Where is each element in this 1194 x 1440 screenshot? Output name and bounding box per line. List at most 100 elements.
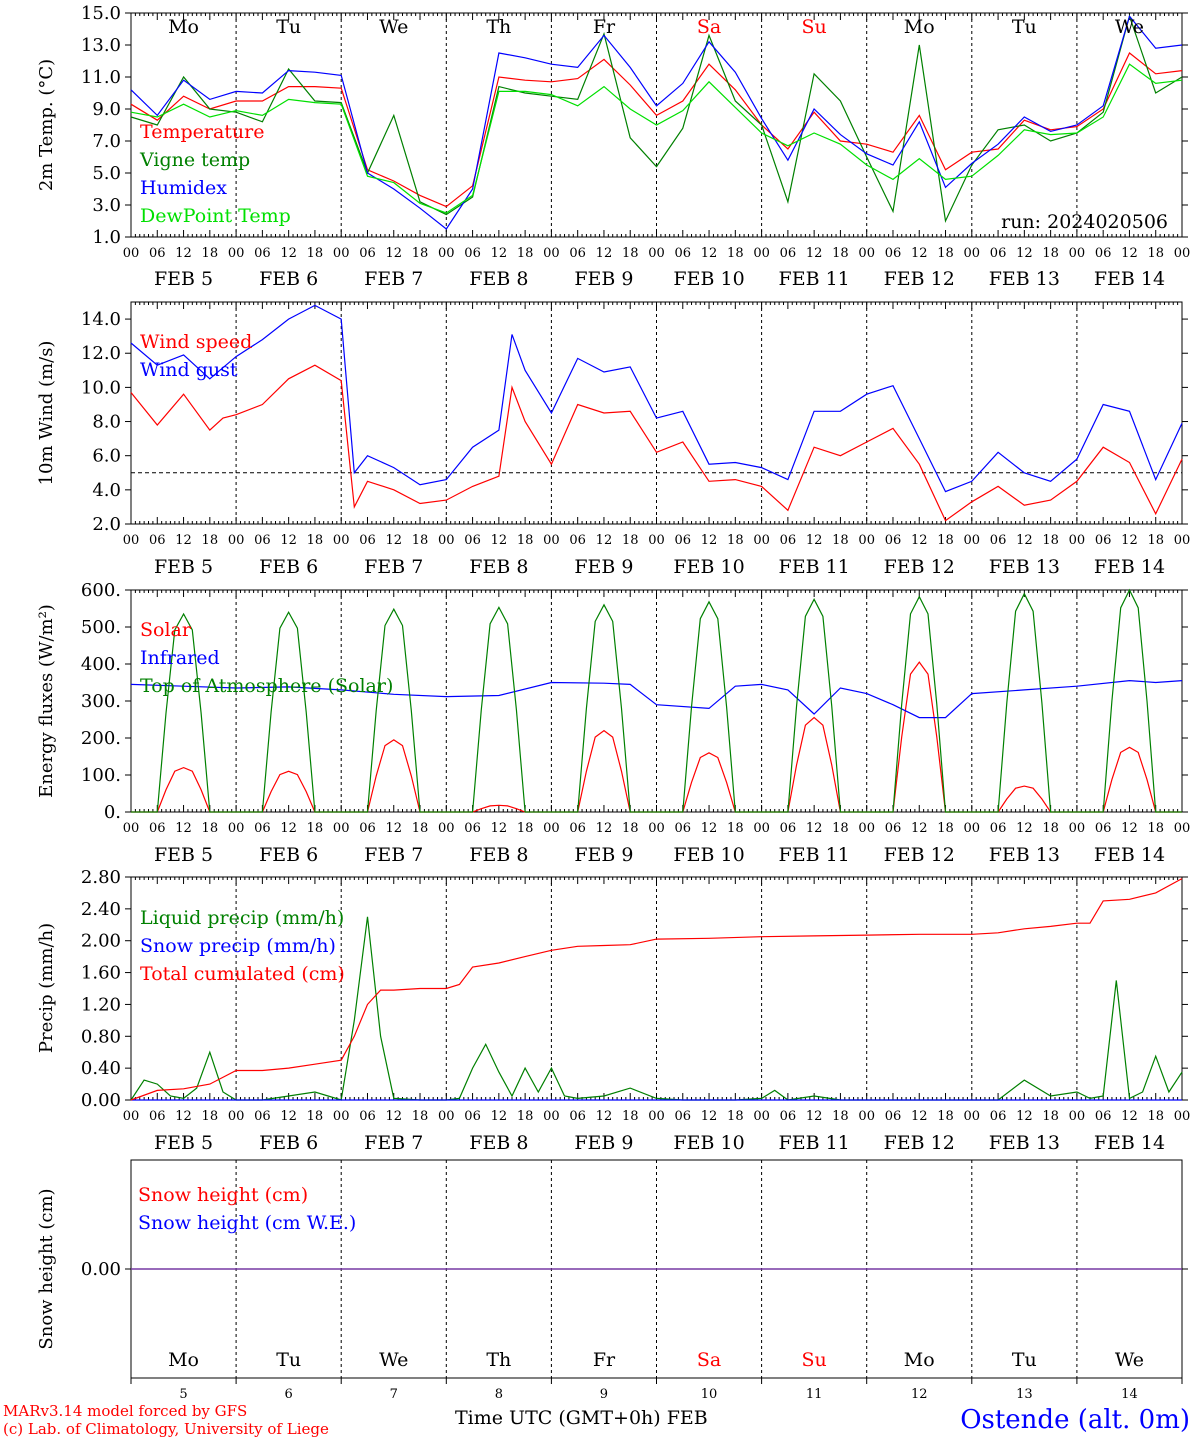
- hour-label: 12: [1016, 533, 1033, 548]
- hour-label: 00: [228, 533, 245, 548]
- hour-label: 00: [964, 1109, 981, 1124]
- date-label: FEB 5: [154, 1132, 213, 1154]
- y-tick-label: 14.0: [81, 309, 121, 330]
- weekday-label: Sa: [697, 1349, 721, 1371]
- hour-label: 18: [727, 246, 744, 261]
- hour-label: 00: [1174, 1109, 1191, 1124]
- weekday-label: Tu: [1012, 16, 1037, 38]
- hour-label: 18: [517, 1109, 534, 1124]
- hour-label: 12: [175, 821, 192, 836]
- panel-energy: 0. 100. 200. 300. 400. 500. 600. Energy fluxes …: [36, 580, 1190, 866]
- legend-entry: Humidex: [140, 177, 227, 199]
- y-tick-label: 300.: [81, 691, 121, 712]
- hour-label: 18: [202, 821, 219, 836]
- hour-label: 06: [1095, 246, 1112, 261]
- hour-label: 12: [596, 533, 613, 548]
- hour-label: 12: [175, 533, 192, 548]
- hour-label: 12: [701, 821, 718, 836]
- legend-entry: Infrared: [140, 647, 220, 669]
- hour-label: 00: [543, 1109, 560, 1124]
- hour-label: 12: [806, 246, 823, 261]
- hour-label: 00: [648, 1109, 665, 1124]
- hour-label: 00: [438, 533, 455, 548]
- date-label: FEB 7: [364, 844, 423, 866]
- hour-label: 12: [1121, 1109, 1138, 1124]
- date-label: FEB 14: [1094, 844, 1165, 866]
- hour-label: 00: [123, 246, 140, 261]
- hour-label: 12: [280, 246, 297, 261]
- hour-label: 12: [701, 533, 718, 548]
- hour-label: 12: [911, 246, 928, 261]
- series-line-dewpoint-temp: [130, 63, 1183, 214]
- hour-label: 00: [228, 1109, 245, 1124]
- y-tick-label: 7.0: [92, 131, 121, 152]
- hour-label: 00: [964, 821, 981, 836]
- y-tick-label: 0.: [104, 802, 121, 823]
- day-number-label: 11: [806, 1387, 823, 1402]
- hour-label: 12: [385, 533, 402, 548]
- hour-label: 06: [254, 821, 271, 836]
- hour-label: 12: [385, 1109, 402, 1124]
- y-axis-title: 10m Wind (m/s): [36, 341, 57, 486]
- hour-label: 00: [964, 533, 981, 548]
- y-tick-label: 2.00: [81, 931, 121, 952]
- hour-label: 18: [1042, 533, 1059, 548]
- day-number-label: 10: [701, 1387, 718, 1402]
- y-tick-label: 500.: [81, 617, 121, 638]
- hour-label: 06: [464, 533, 481, 548]
- hour-label: 00: [228, 246, 245, 261]
- legend-entry: Liquid precip (mm/h): [140, 907, 344, 929]
- hour-label: 06: [464, 246, 481, 261]
- hour-label: 06: [990, 1109, 1007, 1124]
- hour-label: 00: [438, 821, 455, 836]
- hour-label: 00: [648, 821, 665, 836]
- hour-label: 06: [780, 821, 797, 836]
- weekday-label: Tu: [276, 1349, 301, 1371]
- hour-label: 18: [832, 533, 849, 548]
- y-tick-label: 8.0: [92, 412, 121, 433]
- day-number-label: 6: [285, 1387, 293, 1402]
- date-label: FEB 8: [469, 844, 528, 866]
- date-label: FEB 5: [154, 844, 213, 866]
- hour-label: 12: [491, 533, 508, 548]
- series-line-top-of-atmosphere-solar: [131, 588, 1182, 813]
- weekday-label: Sa: [697, 16, 721, 38]
- hour-label: 12: [1121, 533, 1138, 548]
- legend-entry: Snow height (cm): [138, 1184, 308, 1206]
- legend-entry: Vigne temp: [139, 149, 250, 171]
- y-tick-label: 0.00: [81, 1090, 121, 1111]
- weekday-label: Th: [486, 1349, 511, 1371]
- hour-label: 12: [1121, 821, 1138, 836]
- hour-label: 06: [359, 533, 376, 548]
- hour-label: 06: [780, 246, 797, 261]
- panel-wind: 2.0 4.0 6.0 8.0 10.0 12.0 14.0 10m Wind (m/s) Wi…: [36, 301, 1190, 578]
- weekday-label: Th: [486, 16, 511, 38]
- hour-label: 18: [517, 533, 534, 548]
- hour-label: 18: [937, 246, 954, 261]
- date-label: FEB 11: [779, 1132, 850, 1154]
- hour-label: 18: [1042, 1109, 1059, 1124]
- hour-label: 06: [675, 246, 692, 261]
- legend-entry: Wind speed: [140, 331, 252, 353]
- hour-label: 06: [675, 533, 692, 548]
- date-label: FEB 13: [989, 844, 1060, 866]
- weekday-label: We: [1115, 16, 1144, 38]
- legend-entry: Temperature: [140, 121, 264, 143]
- hour-label: 06: [885, 533, 902, 548]
- hour-label: 18: [727, 1109, 744, 1124]
- hour-label: 06: [780, 533, 797, 548]
- hour-label: 18: [1147, 246, 1164, 261]
- hour-label: 18: [412, 246, 429, 261]
- y-tick-label: 100.: [81, 765, 121, 786]
- lab-credit: (c) Lab. of Climatology, University of L…: [3, 1420, 329, 1438]
- hour-label: 18: [937, 821, 954, 836]
- hour-label: 06: [990, 821, 1007, 836]
- weekday-label: We: [1115, 1349, 1144, 1371]
- hour-label: 12: [911, 533, 928, 548]
- y-tick-label: 3.0: [92, 195, 121, 216]
- date-label: FEB 9: [574, 556, 633, 578]
- hour-label: 12: [491, 1109, 508, 1124]
- hour-label: 00: [123, 1109, 140, 1124]
- weekday-label: Mo: [168, 1349, 199, 1371]
- legend-entry: DewPoint Temp: [140, 205, 291, 227]
